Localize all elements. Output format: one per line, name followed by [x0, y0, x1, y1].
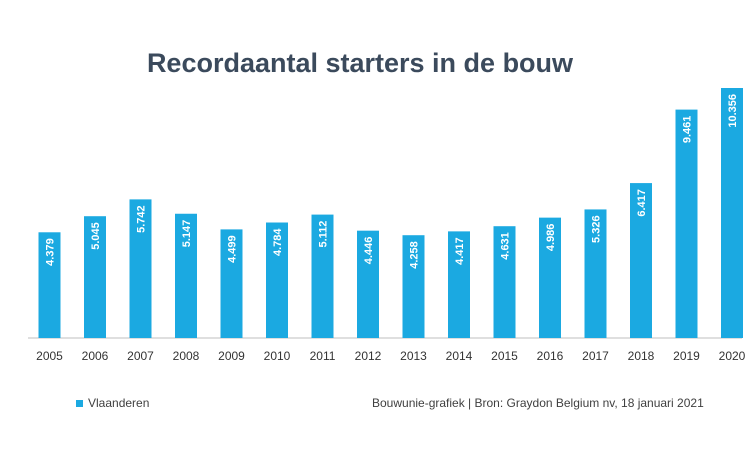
data-label-2011: 5.112	[318, 221, 330, 248]
source-note: Bouwunie-grafiek | Bron: Graydon Belgium…	[372, 396, 704, 410]
x-tick-label-2014: 2014	[446, 349, 473, 363]
bar-2012	[357, 230, 379, 338]
data-label-2017: 5.326	[591, 215, 603, 243]
x-tick-label-2018: 2018	[628, 349, 655, 363]
bar-2019	[675, 109, 698, 338]
bar-2005	[38, 232, 61, 338]
data-label-2005: 4.379	[45, 238, 57, 266]
chart-title: Recordaantal starters in de bouw	[146, 48, 574, 78]
data-label-2013: 4.258	[409, 241, 421, 269]
x-tick-label-2020: 2020	[719, 349, 746, 363]
data-label-2006: 5.045	[90, 222, 102, 250]
bar-2006	[84, 216, 106, 338]
x-tick-label-2017: 2017	[582, 349, 609, 363]
data-label-2007: 5.742	[136, 205, 148, 233]
x-tick-label-2006: 2006	[82, 349, 109, 363]
x-tick-label-2005: 2005	[36, 349, 63, 363]
bar-2011	[311, 214, 334, 338]
legend: Vlaanderen	[76, 396, 149, 410]
x-tick-label-2011: 2011	[310, 349, 336, 363]
data-label-2015: 4.631	[500, 232, 512, 260]
data-label-2019: 9.461	[682, 116, 694, 144]
data-label-2018: 6.417	[636, 189, 648, 217]
x-tick-label-2013: 2013	[400, 349, 427, 363]
x-tick-label-2019: 2019	[673, 349, 700, 363]
data-label-2016: 4.986	[545, 224, 557, 252]
legend-label: Vlaanderen	[88, 396, 150, 410]
bar-2009	[220, 229, 243, 338]
data-label-2012: 4.446	[363, 237, 375, 265]
data-label-2008: 5.147	[181, 220, 193, 248]
x-tick-label-2009: 2009	[218, 349, 245, 363]
bar-2020	[721, 88, 743, 338]
data-label-2009: 4.499	[227, 235, 239, 263]
bar-2007	[129, 199, 152, 338]
legend-swatch	[76, 399, 83, 407]
x-tick-label-2010: 2010	[264, 349, 291, 363]
bar-2014	[448, 231, 470, 338]
data-label-2010: 4.784	[272, 228, 284, 256]
x-tick-label-2015: 2015	[491, 349, 518, 363]
bar-2010	[266, 222, 288, 338]
bar-2018	[630, 183, 652, 338]
x-tick-label-2012: 2012	[355, 349, 382, 363]
bar-2008	[175, 213, 197, 338]
bar-2016	[539, 217, 561, 338]
bar-2015	[493, 226, 516, 338]
x-tick-label-2008: 2008	[173, 349, 200, 363]
x-tick-label-2016: 2016	[537, 349, 564, 363]
data-label-2014: 4.417	[454, 237, 466, 265]
x-tick-label-2007: 2007	[127, 349, 154, 363]
bar-2013	[402, 235, 425, 338]
bar-2017	[584, 209, 607, 338]
data-label-2020: 10.356	[727, 94, 739, 128]
